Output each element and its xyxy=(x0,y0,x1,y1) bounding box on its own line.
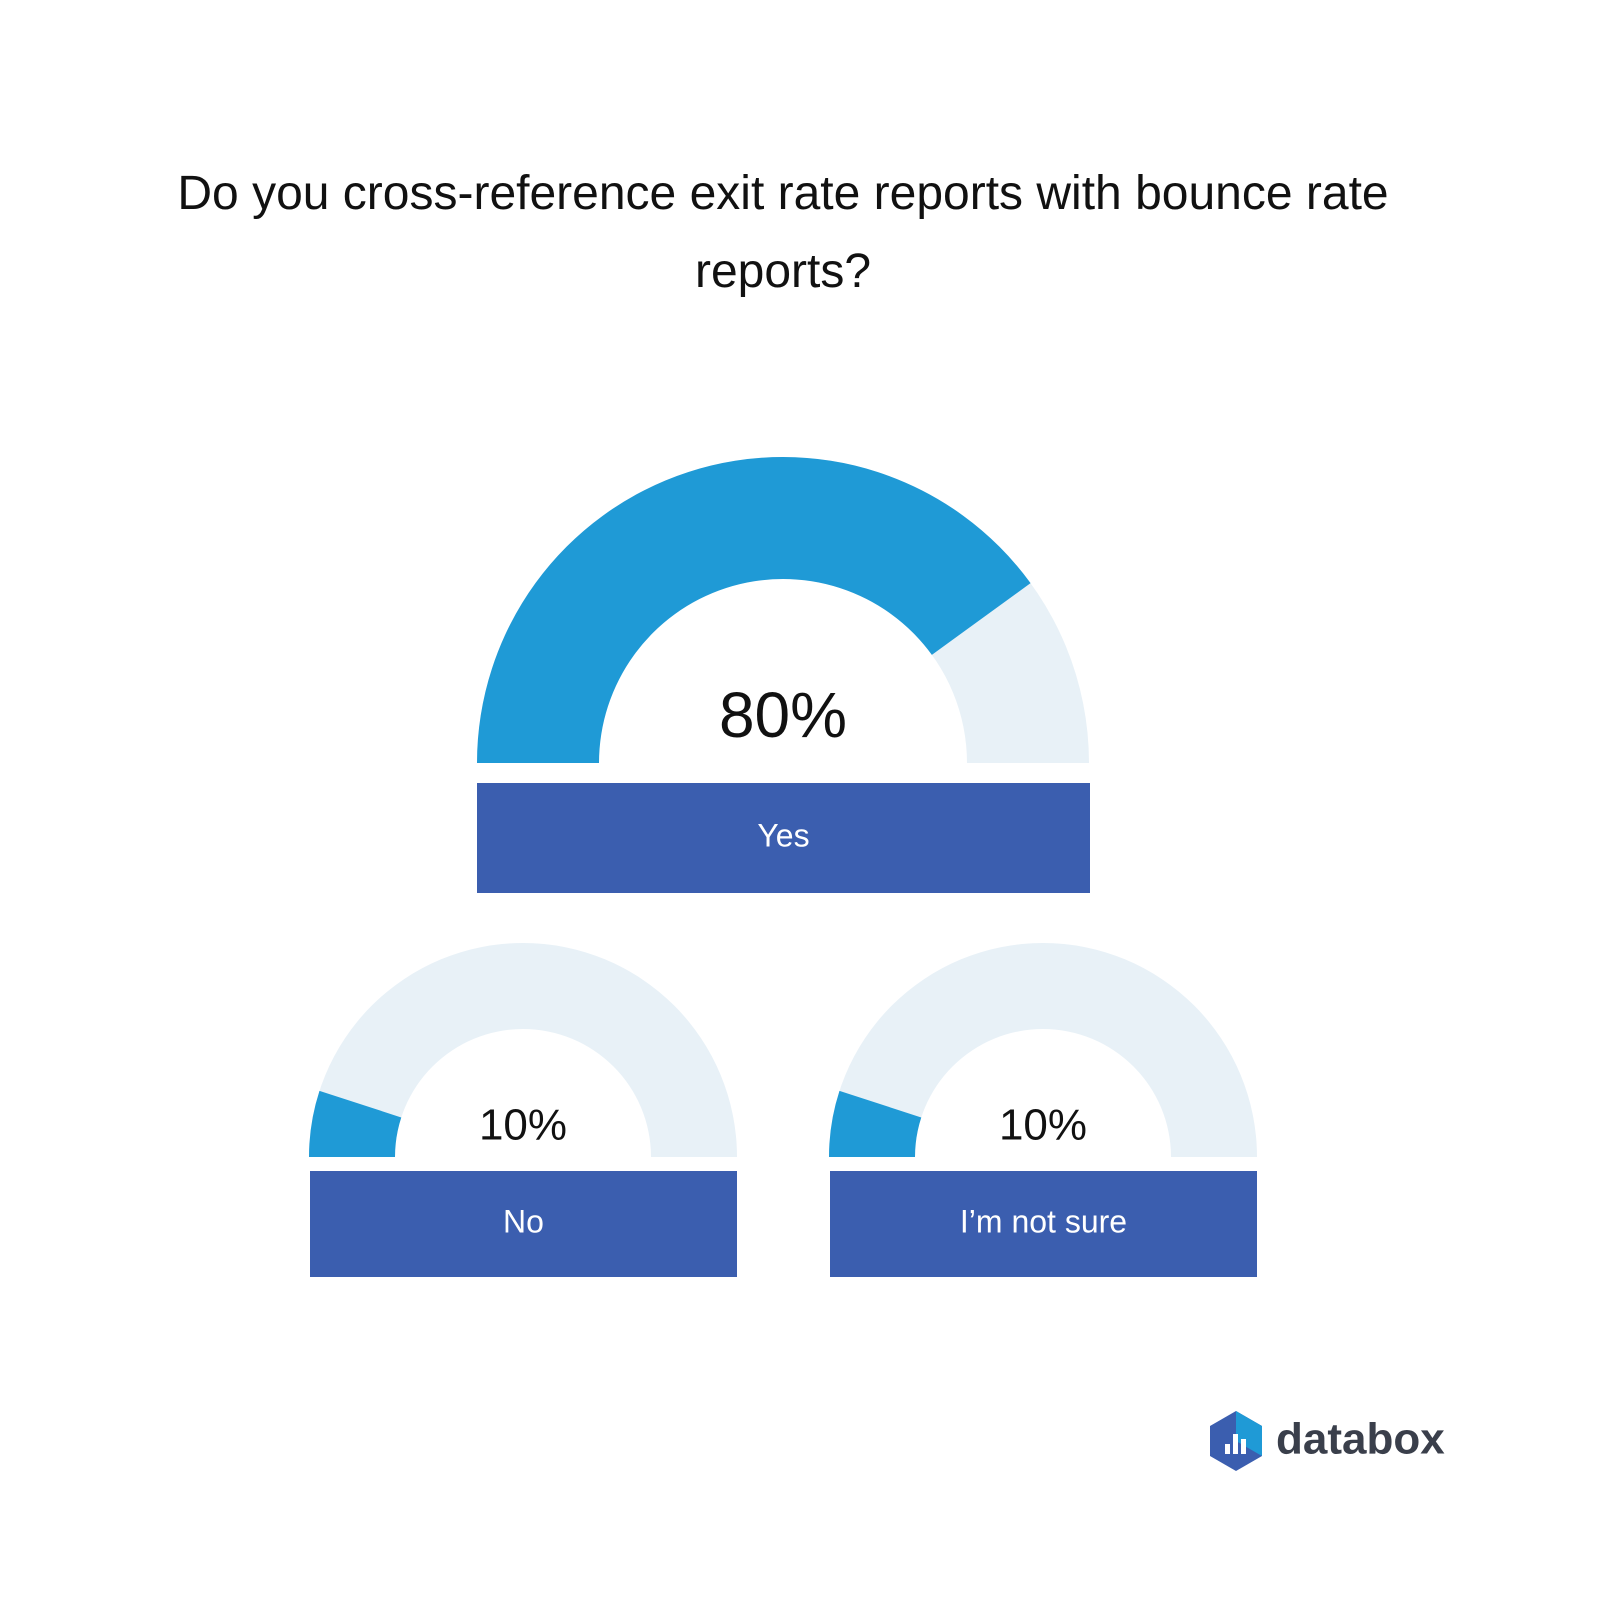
logo-bar xyxy=(1233,1434,1238,1454)
value-label: 80% xyxy=(719,679,847,751)
category-label: No xyxy=(503,1203,544,1239)
category-box xyxy=(830,1171,1257,1277)
logo-bar xyxy=(1225,1444,1230,1454)
gauge-fill xyxy=(829,1090,922,1157)
value-label: 10% xyxy=(479,1101,567,1150)
value-label: 10% xyxy=(999,1101,1087,1150)
gauge-fill xyxy=(309,1090,402,1157)
logo-bar xyxy=(1241,1439,1246,1454)
category-label: Yes xyxy=(757,817,809,853)
category-label: I’m not sure xyxy=(960,1203,1127,1239)
gauge-fill xyxy=(477,457,1031,763)
category-box xyxy=(310,1171,737,1277)
gauge-track xyxy=(309,943,737,1157)
category-box xyxy=(477,783,1090,893)
brand-name: databox xyxy=(1276,1415,1445,1464)
brand-logo: databox xyxy=(1210,1411,1445,1471)
gauge-track xyxy=(829,943,1257,1157)
chart-title: Do you cross-reference exit rate reports… xyxy=(177,167,1389,298)
